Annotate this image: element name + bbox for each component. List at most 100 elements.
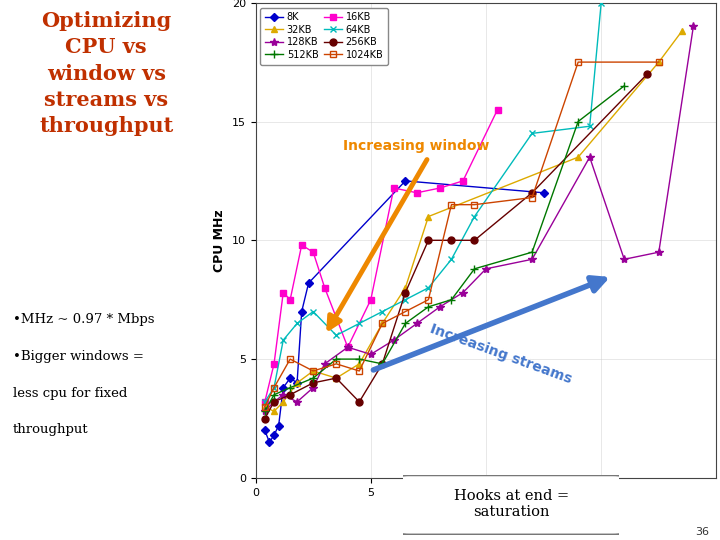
Text: less cpu for fixed: less cpu for fixed	[13, 387, 127, 400]
8K	[265, 439, 274, 446]
256KB	[286, 392, 294, 398]
1024KB	[261, 403, 269, 410]
128KB	[528, 256, 536, 262]
128KB	[270, 399, 279, 405]
32KB	[424, 213, 433, 220]
128KB	[459, 289, 467, 296]
8K	[274, 422, 283, 429]
16KB	[459, 178, 467, 184]
8K	[293, 380, 302, 386]
256KB	[643, 71, 652, 77]
128KB	[482, 266, 490, 272]
256KB	[447, 237, 456, 244]
1024KB	[528, 194, 536, 201]
16KB	[436, 185, 444, 191]
Text: Increasing streams: Increasing streams	[428, 321, 574, 386]
512KB	[309, 375, 318, 381]
128KB	[413, 320, 421, 327]
256KB	[261, 415, 269, 422]
8K	[261, 427, 269, 434]
16KB	[413, 190, 421, 196]
256KB	[424, 237, 433, 244]
16KB	[309, 249, 318, 255]
128KB	[293, 399, 302, 405]
Text: •Bigger windows =: •Bigger windows =	[13, 350, 143, 363]
16KB	[270, 361, 279, 367]
256KB	[309, 380, 318, 386]
512KB	[424, 303, 433, 310]
8K	[270, 432, 279, 438]
256KB	[528, 190, 536, 196]
8K	[297, 308, 306, 315]
32KB	[309, 368, 318, 374]
Line: 256KB: 256KB	[261, 71, 651, 422]
Text: 36: 36	[696, 527, 709, 537]
Text: •MHz ~ 0.97 * Mbps: •MHz ~ 0.97 * Mbps	[13, 313, 154, 326]
128KB	[261, 408, 269, 415]
Line: 1024KB: 1024KB	[262, 59, 662, 409]
Title: Iperf % cpu vs throughput vs window
SLAC to RIKEN Nov 29 '01: Iperf % cpu vs throughput vs window SLAC…	[355, 0, 617, 2]
512KB	[355, 356, 364, 362]
16KB	[297, 242, 306, 248]
X-axis label: Throughput Mbits/s: Throughput Mbits/s	[418, 503, 554, 516]
16KB	[493, 106, 502, 113]
32KB	[279, 399, 287, 405]
Line: 16KB: 16KB	[262, 107, 500, 404]
128KB	[585, 154, 594, 160]
64KB	[528, 130, 536, 137]
1024KB	[401, 308, 410, 315]
32KB	[293, 380, 302, 386]
Y-axis label: CPU MHz: CPU MHz	[213, 209, 226, 272]
64KB	[309, 308, 318, 315]
32KB	[378, 320, 387, 327]
32KB	[574, 154, 582, 160]
16KB	[390, 185, 398, 191]
256KB	[401, 289, 410, 296]
256KB	[470, 237, 479, 244]
32KB	[654, 59, 663, 65]
512KB	[270, 392, 279, 398]
Text: Increasing window: Increasing window	[343, 139, 490, 153]
64KB	[293, 320, 302, 327]
Line: 128KB: 128KB	[261, 22, 698, 416]
16KB	[320, 285, 329, 291]
1024KB	[574, 59, 582, 65]
32KB	[678, 28, 686, 35]
64KB	[401, 296, 410, 303]
128KB	[279, 392, 287, 398]
128KB	[390, 337, 398, 343]
8K	[539, 190, 548, 196]
Line: 512KB: 512KB	[261, 82, 629, 416]
128KB	[620, 256, 629, 262]
1024KB	[378, 320, 387, 327]
64KB	[597, 0, 606, 6]
64KB	[447, 256, 456, 262]
64KB	[470, 213, 479, 220]
1024KB	[270, 384, 279, 391]
Line: 64KB: 64KB	[261, 0, 605, 406]
128KB	[309, 384, 318, 391]
64KB	[424, 285, 433, 291]
Text: Hooks at end =
saturation: Hooks at end = saturation	[454, 489, 569, 519]
32KB	[261, 403, 269, 410]
8K	[401, 178, 410, 184]
64KB	[270, 384, 279, 391]
16KB	[279, 289, 287, 296]
8K	[286, 375, 294, 381]
16KB	[343, 344, 352, 350]
32KB	[332, 375, 341, 381]
512KB	[401, 320, 410, 327]
128KB	[436, 303, 444, 310]
Line: 32KB: 32KB	[261, 28, 685, 415]
512KB	[574, 118, 582, 125]
512KB	[470, 266, 479, 272]
64KB	[378, 308, 387, 315]
128KB	[343, 344, 352, 350]
256KB	[270, 399, 279, 405]
64KB	[279, 337, 287, 343]
32KB	[270, 408, 279, 415]
Text: throughput: throughput	[13, 423, 89, 436]
64KB	[261, 399, 269, 405]
1024KB	[332, 361, 341, 367]
512KB	[378, 361, 387, 367]
